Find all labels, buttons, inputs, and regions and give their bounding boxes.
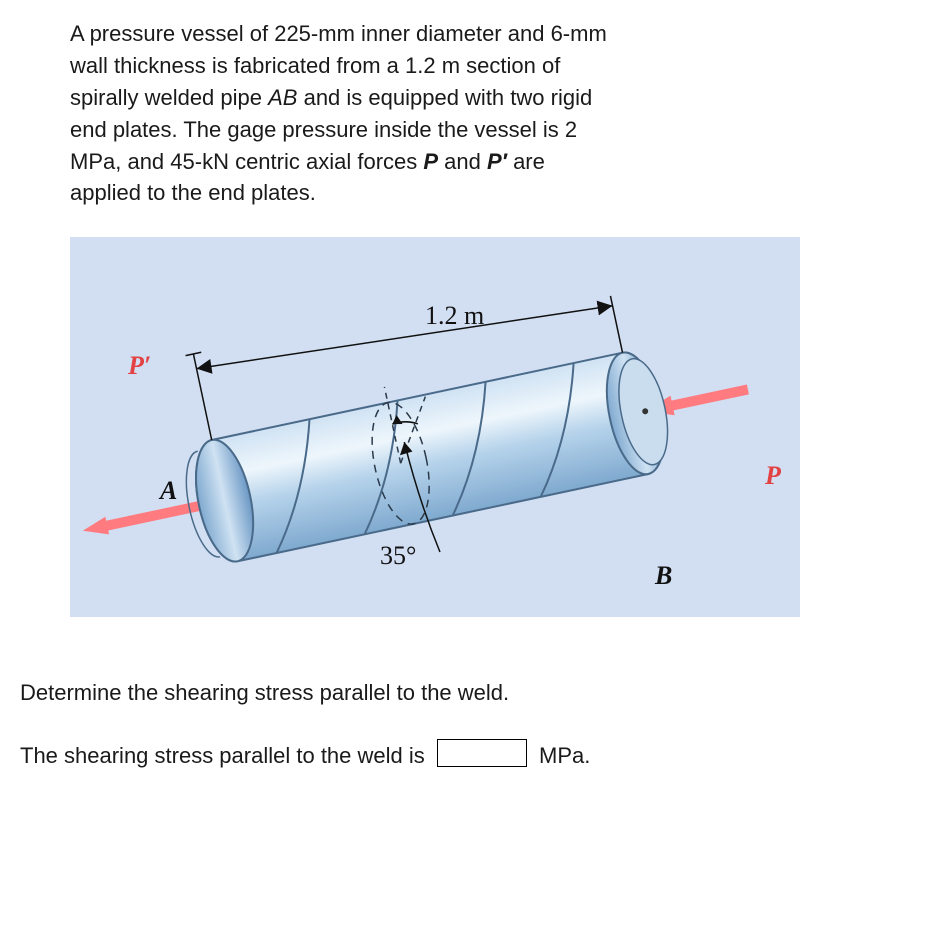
- text: and is equipped with two rigid: [297, 85, 592, 110]
- label-P: P: [765, 457, 781, 495]
- pipe-label: AB: [268, 85, 297, 110]
- text: A pressure vessel of 225-mm inner diamet…: [70, 21, 607, 46]
- angle-label: 35°: [380, 537, 416, 575]
- answer-unit: MPa.: [539, 743, 590, 768]
- figure: P′ P A B 1.2 m 35°: [70, 237, 800, 617]
- text: wall thickness is fabricated from a 1.2 …: [70, 53, 560, 78]
- text: applied to the end plates.: [70, 180, 316, 205]
- text: spirally welded pipe: [70, 85, 268, 110]
- label-B: B: [655, 557, 672, 595]
- force-P: P: [423, 149, 438, 174]
- length-label: 1.2 m: [425, 297, 484, 335]
- text: MPa, and 45-kN centric axial forces: [70, 149, 423, 174]
- figure-svg: [70, 237, 800, 617]
- text: end plates. The gage pressure inside the…: [70, 117, 577, 142]
- label-Pprime: P′: [128, 347, 151, 385]
- force-Pprime: P′: [487, 149, 507, 174]
- answer-input[interactable]: [437, 739, 527, 767]
- problem-statement: A pressure vessel of 225-mm inner diamet…: [70, 18, 898, 209]
- answer-prefix: The shearing stress parallel to the weld…: [20, 743, 425, 768]
- text: and: [438, 149, 487, 174]
- question-text: Determine the shearing stress parallel t…: [20, 677, 898, 709]
- text: are: [507, 149, 545, 174]
- answer-line: The shearing stress parallel to the weld…: [20, 735, 898, 772]
- label-A: A: [160, 472, 177, 510]
